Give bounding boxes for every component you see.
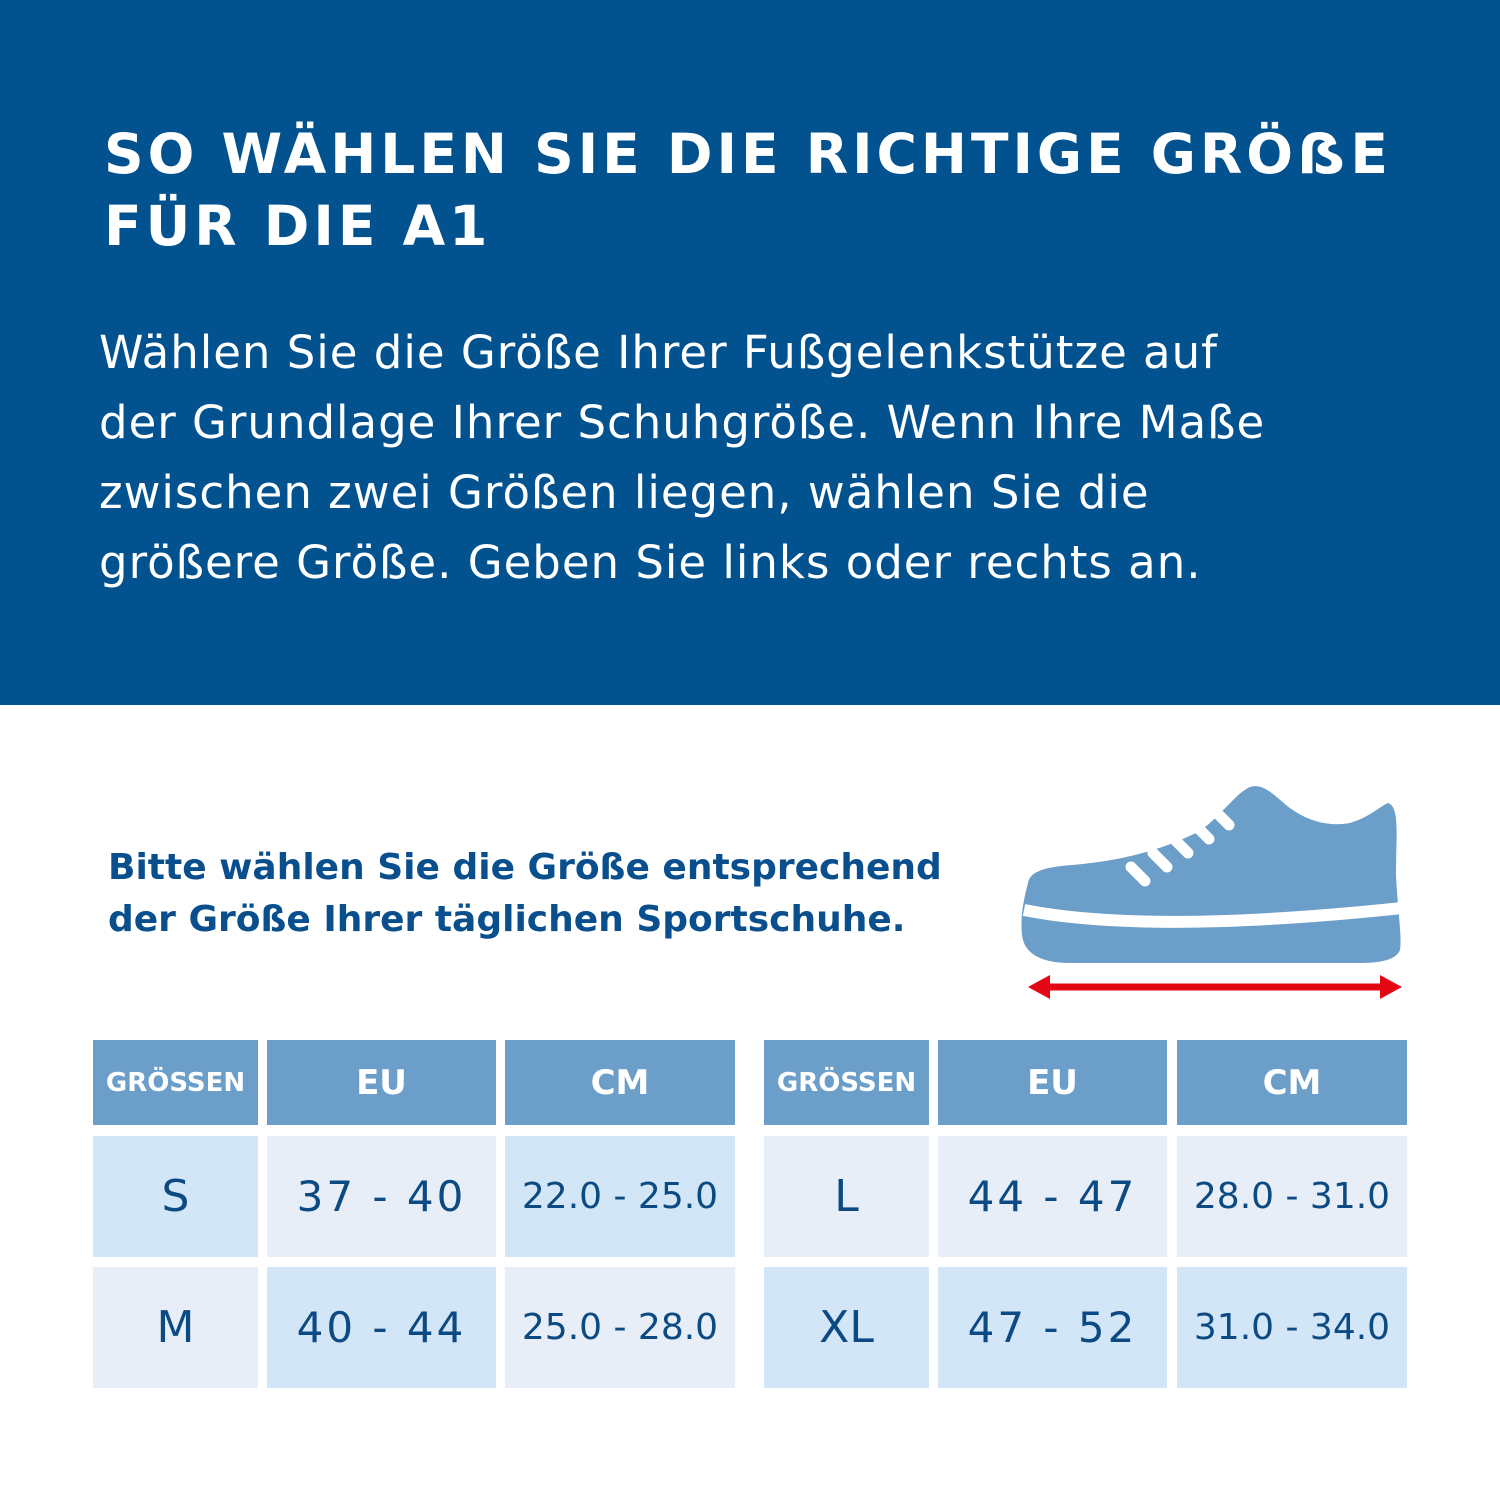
intro-line-3: zwischen zwei Größen liegen, wählen Sie … — [99, 466, 1150, 519]
double-arrow-icon — [1028, 975, 1402, 999]
column-header-eu: EU — [938, 1040, 1167, 1125]
intro-line-2: der Grundlage Ihrer Schuhgröße. Wenn Ihr… — [99, 396, 1266, 449]
cm-cell: 31.0 - 34.0 — [1177, 1267, 1407, 1388]
size-cell: S — [93, 1136, 258, 1257]
size-cell: L — [764, 1136, 929, 1257]
page-title: SO WÄHLEN SIE DIE RICHTIGE GRÖẞE FÜR DIE … — [104, 118, 1444, 262]
size-cell: XL — [764, 1267, 929, 1388]
sizing-hint: Bitte wählen Sie die Größe entsprechend d… — [108, 842, 1008, 946]
intro-line-1: Wählen Sie die Größe Ihrer Fußgelenkstüt… — [99, 326, 1218, 379]
title-line-1: SO WÄHLEN SIE DIE RICHTIGE GRÖẞE — [104, 122, 1392, 186]
cm-cell: 25.0 - 28.0 — [505, 1267, 735, 1388]
cm-cell: 28.0 - 31.0 — [1177, 1136, 1407, 1257]
hint-line-1: Bitte wählen Sie die Größe entsprechend — [108, 847, 942, 888]
title-line-2: FÜR DIE A1 — [104, 194, 492, 258]
eu-cell: 37 - 40 — [267, 1136, 496, 1257]
size-cell: M — [93, 1267, 258, 1388]
intro-text: Wählen Sie die Größe Ihrer Fußgelenkstüt… — [99, 318, 1429, 598]
column-header-cm: CM — [505, 1040, 735, 1125]
column-header-sizes: GRÖSSEN — [93, 1040, 258, 1125]
cm-cell: 22.0 - 25.0 — [505, 1136, 735, 1257]
eu-cell: 44 - 47 — [938, 1136, 1167, 1257]
column-header-sizes: GRÖSSEN — [764, 1040, 929, 1125]
eu-cell: 47 - 52 — [938, 1267, 1167, 1388]
eu-cell: 40 - 44 — [267, 1267, 496, 1388]
intro-line-4: größere Größe. Geben Sie links oder rech… — [99, 536, 1202, 589]
hint-line-2: der Größe Ihrer täglichen Sportschuhe. — [108, 899, 906, 940]
column-header-eu: EU — [267, 1040, 496, 1125]
sneaker-icon — [1021, 786, 1403, 999]
header-banner: SO WÄHLEN SIE DIE RICHTIGE GRÖẞE FÜR DIE … — [0, 0, 1500, 705]
column-header-cm: CM — [1177, 1040, 1407, 1125]
